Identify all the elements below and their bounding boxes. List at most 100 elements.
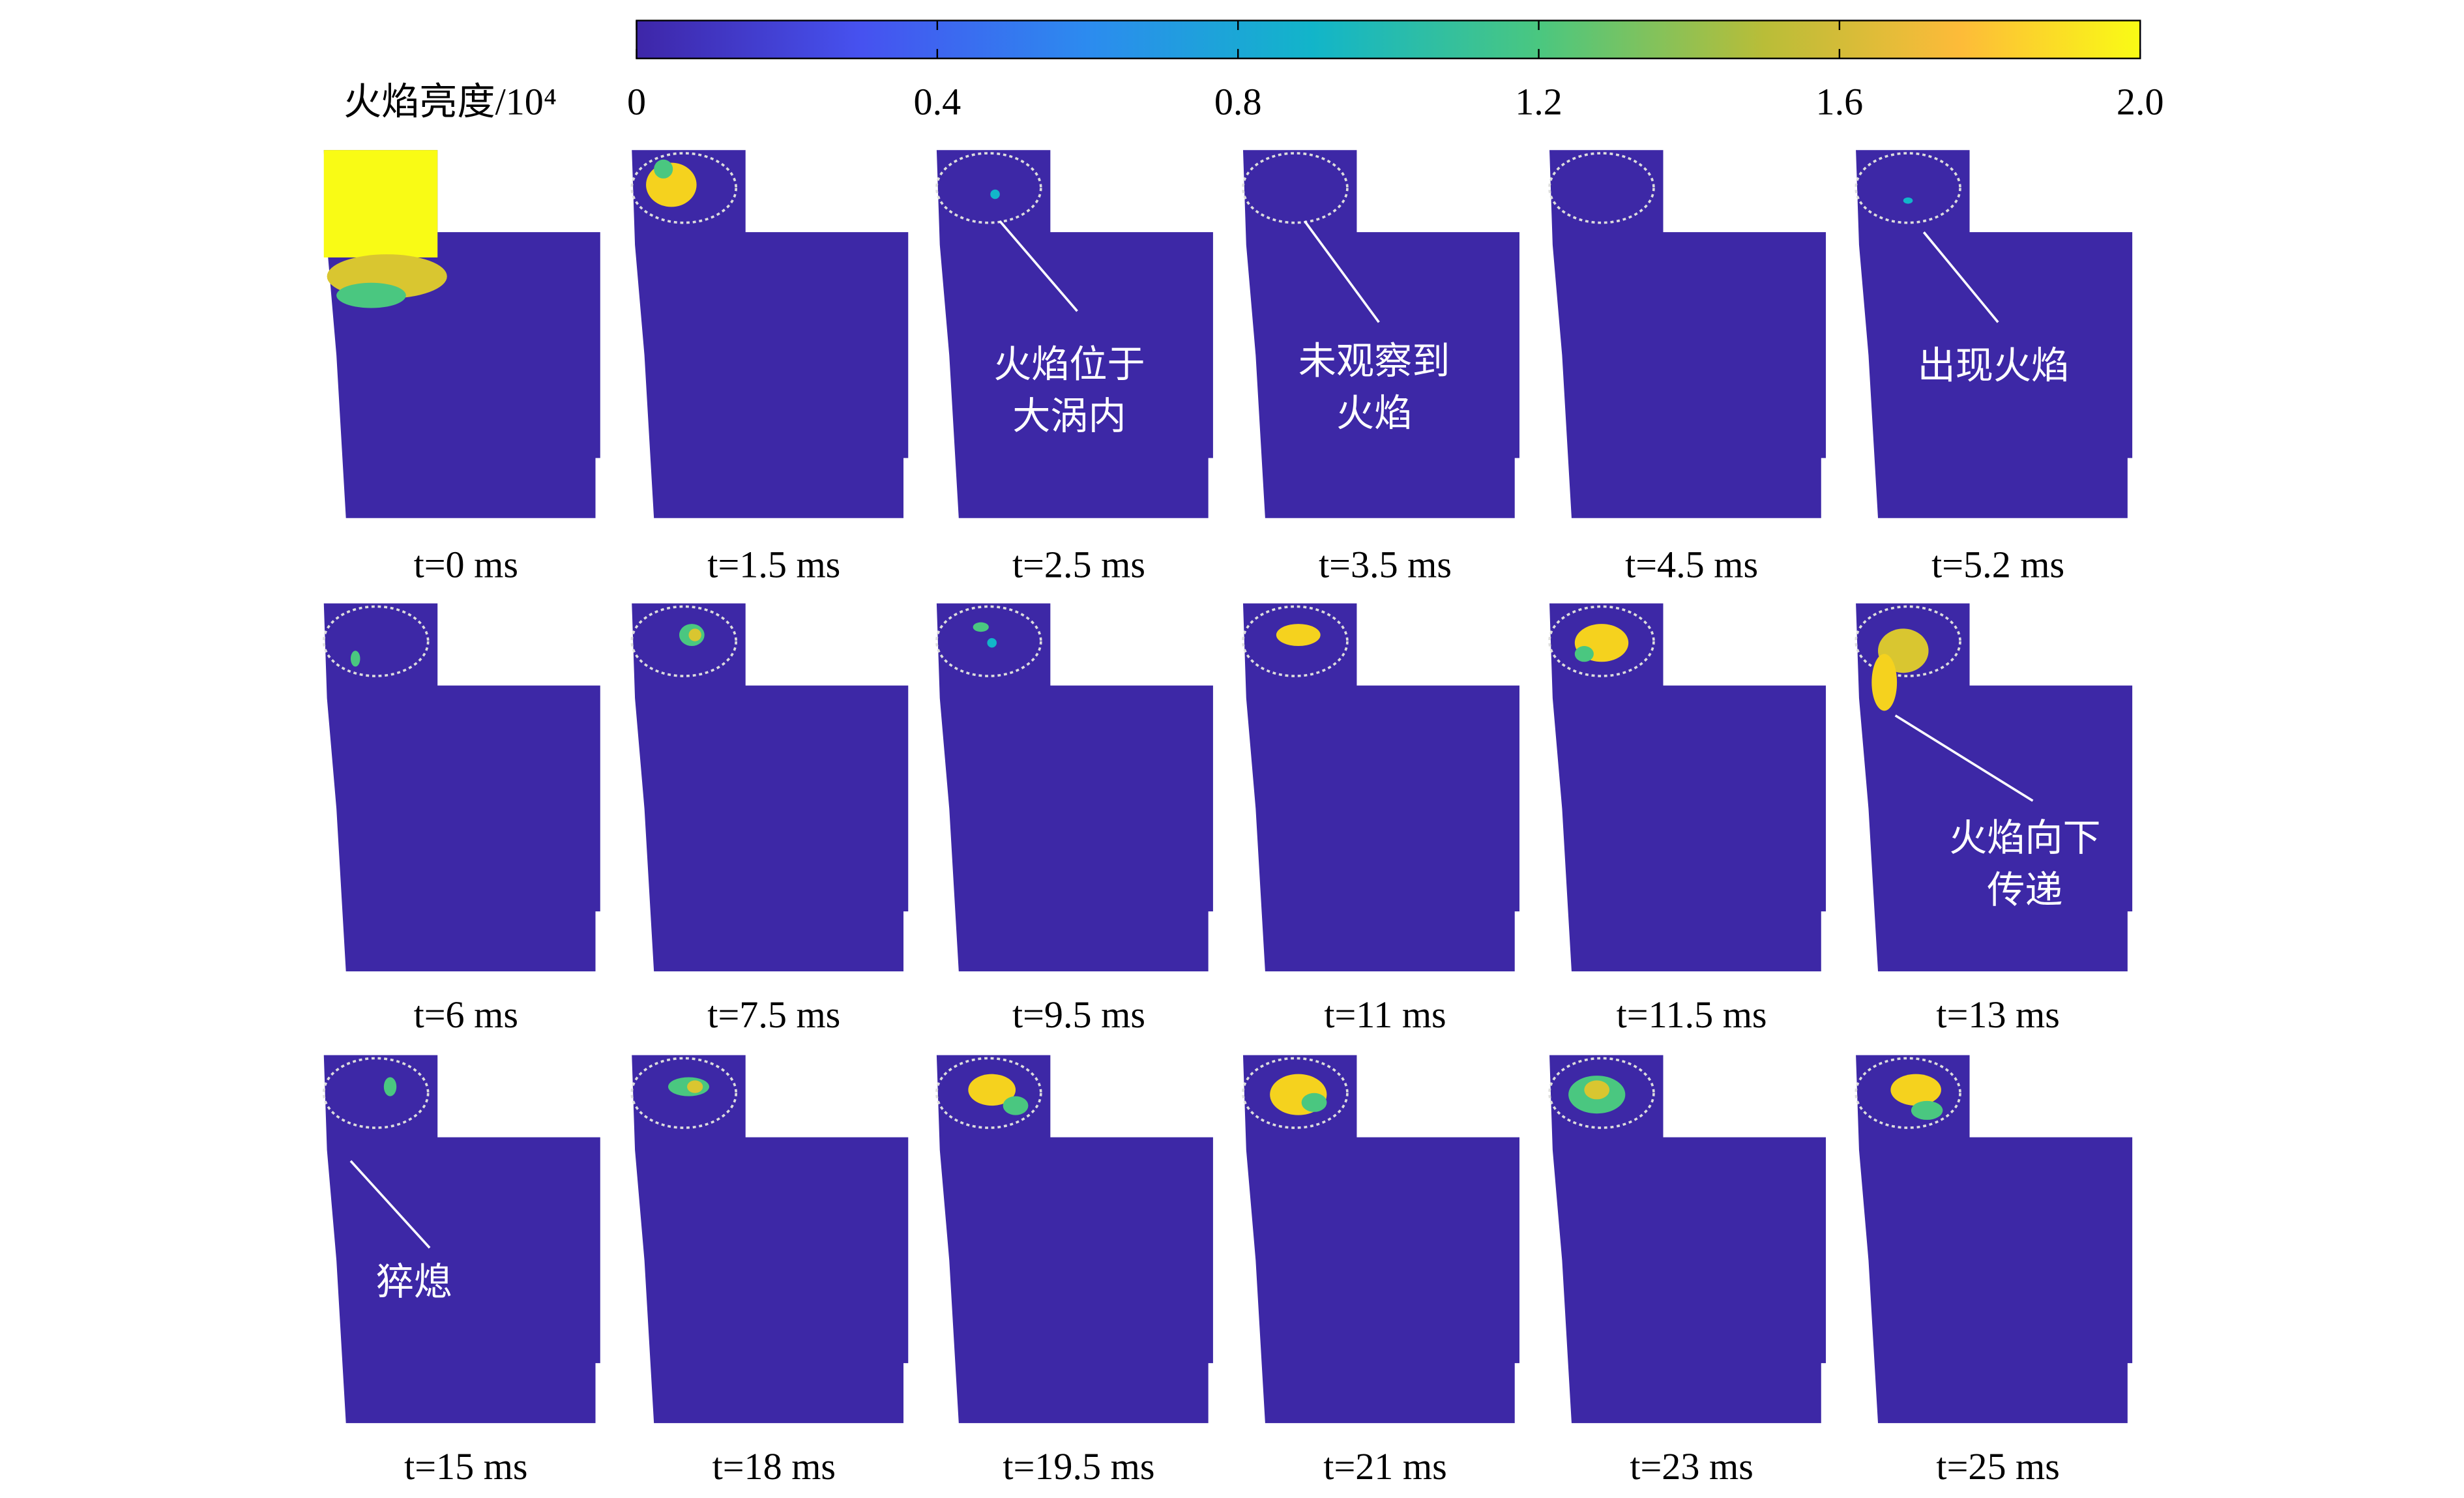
colorbar-tick-label: 0.8 xyxy=(1214,81,1262,123)
panel xyxy=(1548,1055,1826,1424)
colorbar xyxy=(636,20,2141,59)
panel xyxy=(1548,603,1826,972)
vortex-outline xyxy=(1855,152,1961,224)
annotation: 出现火焰 xyxy=(1918,344,2070,388)
chamber xyxy=(323,603,600,972)
time-label: t=0 ms xyxy=(414,544,518,586)
pointer-line xyxy=(999,220,1078,312)
flame xyxy=(1276,624,1321,647)
vortex-outline xyxy=(1242,605,1349,677)
panel xyxy=(630,603,909,972)
colorbar-title: 火焰亮度/10⁴ xyxy=(344,81,557,123)
vortex-outline xyxy=(630,152,737,224)
flame xyxy=(1003,1096,1029,1115)
flame xyxy=(1301,1093,1327,1112)
chamber xyxy=(936,603,1213,972)
vortex-outline xyxy=(1855,605,1961,677)
chamber xyxy=(632,1055,909,1424)
chamber xyxy=(1242,1055,1519,1424)
pointer-line xyxy=(1303,220,1380,323)
flame xyxy=(968,1074,1016,1106)
annotation: 火焰位于 xyxy=(993,342,1145,386)
vortex-outline xyxy=(1242,1057,1349,1129)
chamber xyxy=(1856,150,2133,518)
flame xyxy=(1574,646,1594,662)
time-label: t=9.5 ms xyxy=(1012,993,1145,1036)
flame xyxy=(987,638,997,648)
panel xyxy=(1855,1055,2133,1424)
panel xyxy=(1242,603,1519,972)
flame xyxy=(687,1080,703,1093)
flame xyxy=(336,282,406,308)
panel xyxy=(1548,150,1826,518)
annotation: 猝熄 xyxy=(376,1259,452,1304)
flame xyxy=(1871,654,1898,711)
flame xyxy=(383,1077,397,1096)
panel xyxy=(1855,150,2133,518)
time-label: t=7.5 ms xyxy=(707,993,840,1036)
annotation: 大涡内 xyxy=(1012,394,1126,438)
vortex-outline xyxy=(935,605,1042,677)
chamber xyxy=(1242,150,1519,518)
colorbar-tick-label: 0.4 xyxy=(914,81,961,123)
panel xyxy=(323,150,600,518)
vortex-outline xyxy=(630,1057,737,1129)
annotation: 火焰 xyxy=(1336,390,1412,435)
time-label: t=18 ms xyxy=(712,1445,836,1488)
flame xyxy=(973,622,989,632)
panel xyxy=(935,603,1213,972)
flame xyxy=(1903,197,1913,204)
chamber xyxy=(632,150,909,518)
chamber xyxy=(632,603,909,972)
vortex-outline xyxy=(1548,1057,1655,1129)
time-label: t=15 ms xyxy=(404,1445,527,1488)
flame xyxy=(654,159,673,179)
time-label: t=19.5 ms xyxy=(1003,1445,1154,1488)
chamber xyxy=(1856,603,2133,972)
time-label: t=2.5 ms xyxy=(1012,544,1145,586)
flame xyxy=(1890,1074,1941,1106)
panel xyxy=(935,150,1213,518)
vortex-outline xyxy=(322,1057,430,1129)
flame xyxy=(688,628,701,641)
panel xyxy=(1242,150,1519,518)
colorbar-tick-label: 1.6 xyxy=(1816,81,1864,123)
time-label: t=11.5 ms xyxy=(1617,993,1767,1036)
flame xyxy=(350,651,360,667)
flame xyxy=(1584,1080,1610,1100)
time-label: t=5.2 ms xyxy=(1931,544,2064,586)
panel xyxy=(322,603,600,972)
time-label: t=1.5 ms xyxy=(707,544,840,586)
pointer-line xyxy=(349,1160,431,1249)
time-label: t=11 ms xyxy=(1324,993,1446,1036)
panel xyxy=(1242,1055,1519,1424)
pointer-line xyxy=(1894,714,2034,802)
time-label: t=6 ms xyxy=(414,993,518,1036)
time-label: t=25 ms xyxy=(1936,1445,2059,1488)
colorbar-tick-label: 2.0 xyxy=(2117,81,2164,123)
panel xyxy=(1855,603,2133,972)
panel xyxy=(630,150,909,518)
flame xyxy=(1911,1100,1943,1120)
pointer-line xyxy=(1922,231,1999,323)
chamber xyxy=(1242,603,1519,972)
annotation: 传递 xyxy=(1987,868,2062,912)
chamber xyxy=(1549,1055,1826,1424)
chamber xyxy=(1856,1055,2133,1424)
chamber xyxy=(1549,603,1826,972)
colorbar-tick-label: 0 xyxy=(627,81,646,123)
chamber xyxy=(323,1055,600,1424)
chamber xyxy=(1549,150,1826,518)
vortex-outline xyxy=(1855,1057,1961,1129)
time-label: t=23 ms xyxy=(1630,1445,1753,1488)
vortex-outline xyxy=(935,152,1042,224)
chamber xyxy=(936,1055,1213,1424)
time-label: t=13 ms xyxy=(1936,993,2059,1036)
annotation: 火焰向下 xyxy=(1949,815,2101,860)
vortex-outline xyxy=(1548,152,1655,224)
panel xyxy=(935,1055,1213,1424)
panel xyxy=(322,1055,600,1424)
time-label: t=21 ms xyxy=(1323,1445,1446,1488)
